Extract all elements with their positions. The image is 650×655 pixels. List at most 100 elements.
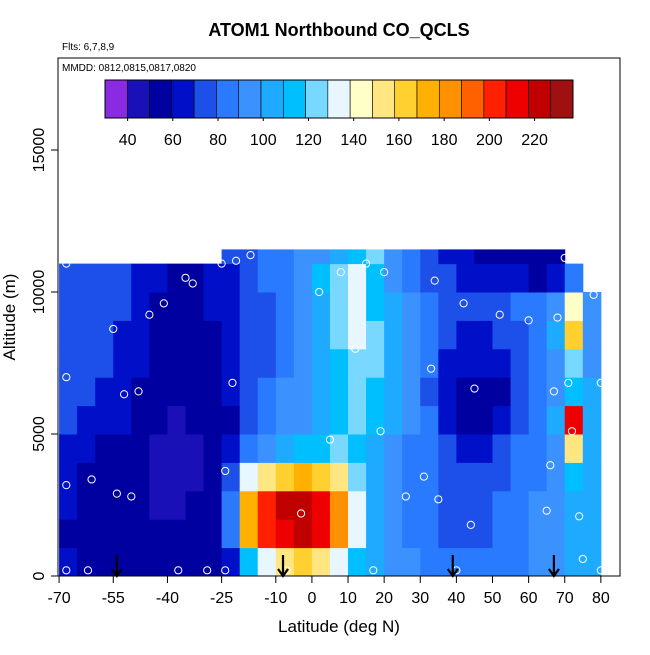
heatmap-cell: [456, 462, 475, 492]
observation-point: [589, 290, 598, 299]
heatmap-cell: [456, 249, 475, 265]
heatmap-cell: [257, 249, 277, 265]
heatmap-cell: [185, 377, 205, 407]
heatmap-cell: [239, 462, 259, 492]
x-tick-label: -10: [264, 590, 287, 607]
heatmap-cell: [366, 519, 385, 549]
heatmap-cell: [293, 249, 313, 265]
heatmap-cell: [564, 490, 584, 520]
heatmap-cell: [185, 263, 205, 293]
heatmap-cell: [510, 249, 530, 265]
heatmap-cell: [456, 405, 475, 435]
colorbar-segment: [216, 79, 240, 119]
heatmap-cell: [95, 320, 114, 350]
heatmap-cell: [438, 292, 457, 321]
observation-point: [546, 461, 555, 470]
heatmap-cell: [113, 490, 132, 520]
heatmap-cell: [149, 292, 168, 321]
heatmap-cell: [492, 490, 512, 520]
heatmap-cell: [329, 348, 349, 378]
colorbar-tick-label: 60: [164, 132, 182, 149]
heatmap-cell: [239, 377, 259, 407]
heatmap-cell: [582, 348, 602, 378]
heatmap-cell: [474, 434, 494, 463]
heatmap-cell: [402, 462, 421, 492]
heatmap-cell: [420, 490, 439, 520]
observation-point: [376, 427, 385, 436]
observation-point: [203, 566, 212, 575]
heatmap-cell: [95, 263, 114, 293]
heatmap-cell: [384, 249, 403, 265]
heatmap-cell: [438, 462, 457, 492]
heatmap-cell: [131, 320, 150, 350]
heatmap-cell: [528, 547, 548, 577]
colorbar-tick-label: 180: [431, 132, 458, 149]
heatmap-cell: [95, 547, 114, 577]
heatmap-cell: [149, 263, 168, 293]
heatmap-cell: [77, 405, 96, 435]
heatmap-cell: [528, 249, 548, 265]
heatmap-cell: [474, 547, 494, 577]
heatmap-cell: [203, 462, 223, 492]
heatmap-cell: [167, 405, 186, 435]
heatmap-cell: [420, 405, 439, 435]
heatmap-cell: [510, 320, 530, 350]
heatmap-cell: [311, 519, 331, 549]
heatmap-cell: [474, 348, 494, 378]
heatmap-cell: [113, 292, 132, 321]
heatmap-cell: [185, 519, 205, 549]
colorbar-tick-label: 220: [521, 132, 548, 149]
colorbar-tick-label: 120: [295, 132, 322, 149]
observation-point: [62, 566, 71, 575]
heatmap-cell: [239, 348, 259, 378]
observation-point: [62, 373, 71, 382]
heatmap-cell: [131, 519, 150, 549]
chart-title: ATOM1 Northbound CO_QCLS: [208, 20, 469, 40]
x-tick-label: 50: [484, 590, 502, 607]
heatmap-cell: [167, 292, 186, 321]
heatmap-cell: [546, 249, 566, 265]
heatmap-cell: [131, 263, 150, 293]
observation-point: [596, 378, 605, 387]
heatmap-cell: [203, 263, 223, 293]
heatmap-cell: [438, 434, 457, 463]
heatmap-cell: [221, 405, 241, 435]
heatmap-cell: [329, 490, 349, 520]
colorbar-segment: [149, 79, 173, 119]
observation-point: [542, 506, 551, 515]
heatmap-cell: [510, 348, 530, 378]
heatmap-cell: [167, 263, 186, 293]
heatmap-cell: [131, 434, 150, 463]
heatmap-cell: [384, 348, 403, 378]
observation-point: [495, 310, 504, 319]
heatmap-cell: [402, 292, 421, 321]
heatmap-cell: [492, 377, 512, 407]
heatmap-cell: [564, 434, 584, 463]
observation-point: [419, 472, 428, 481]
heatmap-cell: [582, 377, 602, 407]
heatmap-cell: [203, 490, 223, 520]
heatmap-cell: [546, 490, 566, 520]
heatmap-cell: [329, 292, 349, 321]
heatmap-cell: [149, 320, 168, 350]
heatmap-cell: [95, 292, 114, 321]
heatmap-cell: [420, 462, 439, 492]
heatmap-cell: [95, 490, 114, 520]
heatmap-cell: [510, 292, 530, 321]
heatmap-cell: [131, 377, 150, 407]
heatmap-cell: [77, 320, 96, 350]
heatmap-cell: [185, 320, 205, 350]
heatmap-cell: [384, 320, 403, 350]
heatmap-cell: [546, 519, 566, 549]
heatmap-cell: [113, 462, 132, 492]
heatmap-cell: [113, 377, 132, 407]
heatmap-cell: [293, 547, 313, 577]
heatmap-cell: [113, 405, 132, 435]
heatmap-cell: [185, 490, 205, 520]
colorbar-segment: [394, 79, 418, 119]
heatmap-cell: [546, 377, 566, 407]
heatmap-cell: [582, 292, 602, 321]
heatmap-cell: [311, 434, 331, 463]
heatmap-cell: [348, 320, 367, 350]
